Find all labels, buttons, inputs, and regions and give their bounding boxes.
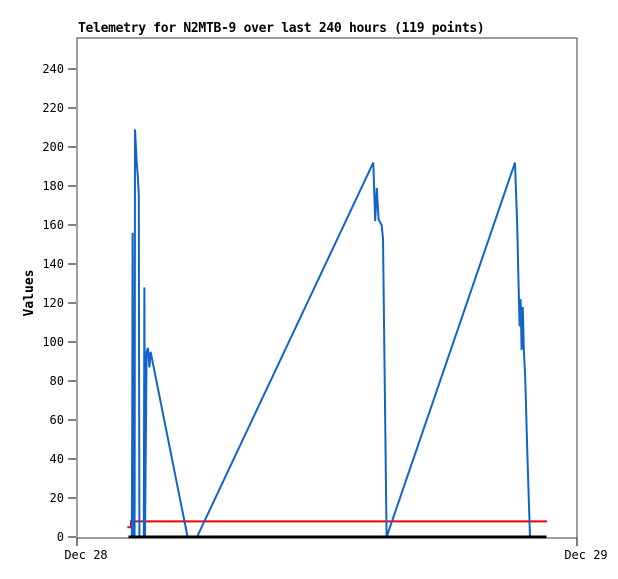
y-tick-label: 180: [42, 179, 64, 193]
series-line-reference-line: [127, 520, 547, 529]
x-tick-label: Dec 29: [564, 548, 608, 562]
y-tick-label: 40: [49, 452, 64, 466]
y-tick-label: 20: [49, 491, 64, 505]
y-tick-label: 120: [42, 296, 64, 310]
y-tick-label: 140: [42, 257, 64, 271]
y-tick-label: 60: [49, 413, 64, 427]
y-tick-label: 100: [42, 335, 64, 349]
y-tick-label: 220: [42, 101, 64, 115]
chart-title: Telemetry for N2MTB-9 over last 240 hour…: [78, 21, 485, 36]
y-tick-label: 160: [42, 218, 64, 232]
y-tick-label: 0: [56, 530, 64, 544]
y-tick-label: 80: [49, 374, 64, 388]
series-line-telemetry-values: [130, 129, 532, 539]
plot-box: [76, 37, 578, 539]
y-tick-label: 200: [42, 140, 64, 154]
x-tick-label: Dec 28: [64, 548, 108, 562]
y-tick-label: 240: [42, 62, 64, 76]
